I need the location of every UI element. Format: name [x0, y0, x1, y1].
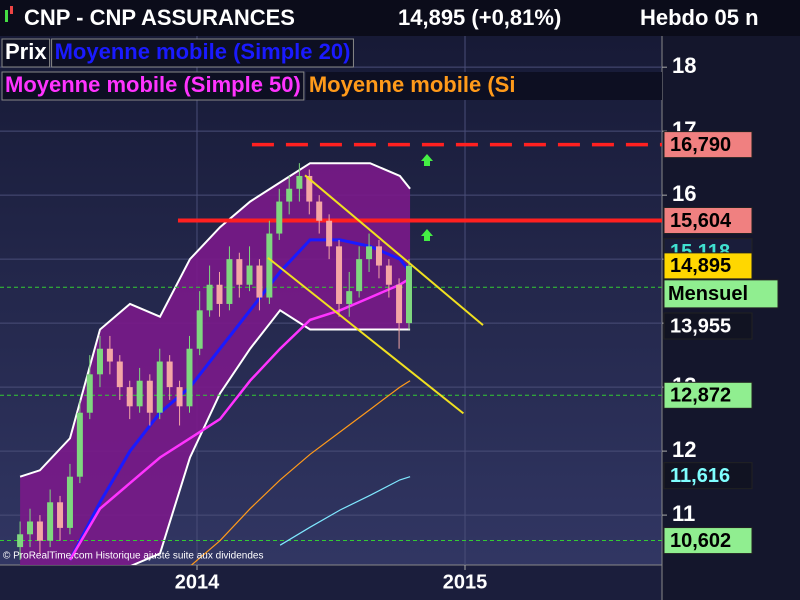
- candle-body: [76, 412, 83, 477]
- candle-body: [86, 374, 93, 413]
- price-label-box: [663, 131, 753, 159]
- candle-body: [346, 291, 353, 304]
- candle-body: [126, 387, 133, 407]
- candle-body: [306, 175, 313, 202]
- price-label: 11,616: [670, 465, 730, 487]
- moving-average: [68, 238, 412, 561]
- y-tick-label: 16: [672, 181, 696, 206]
- moving-average: [190, 380, 411, 565]
- x-tick-label: 2014: [175, 571, 220, 593]
- candle-body: [246, 265, 253, 285]
- candle-body: [236, 259, 243, 285]
- price-label-box: [663, 527, 753, 555]
- y-tick-label: 18: [672, 53, 696, 78]
- price-label: 14,895: [670, 255, 731, 277]
- arrows: [421, 154, 433, 241]
- price-label-box: [663, 312, 753, 340]
- candle-body: [186, 348, 193, 407]
- period-label: Mensuel: [668, 283, 748, 305]
- price-label: 10,602: [670, 530, 731, 552]
- price-label: 16,790: [670, 134, 731, 156]
- header-bar: [0, 0, 800, 36]
- candle-body: [116, 361, 123, 388]
- candle-body: [396, 284, 403, 324]
- price-label: 13,955: [670, 315, 731, 337]
- price-label-box: [663, 381, 753, 409]
- candle-body: [216, 284, 223, 304]
- candle-body: [266, 233, 273, 298]
- legend-entry: Prix: [5, 39, 47, 64]
- price-label-box: [663, 252, 753, 280]
- candle-body: [66, 476, 73, 528]
- legend-box: [1, 38, 51, 68]
- moving-average: [279, 476, 411, 546]
- candle-body: [156, 361, 163, 413]
- candle-body: [36, 521, 43, 541]
- icon: [10, 6, 13, 14]
- band-edge: [130, 308, 411, 565]
- candle-body: [316, 201, 323, 221]
- price-label-box: [663, 206, 753, 234]
- candle-body: [196, 310, 203, 349]
- arrow-up: [421, 154, 433, 166]
- footer: © ProRealTime.com Historique ajusté suit…: [3, 551, 263, 562]
- band-fill: [20, 163, 411, 565]
- candle-body: [57, 502, 64, 528]
- candle-body: [375, 246, 382, 266]
- legend-entry: Moyenne mobile (Simple 20): [55, 39, 351, 64]
- candle-body: [146, 380, 153, 413]
- period: Hebdo 05 n: [640, 5, 759, 30]
- period-label-box: [663, 279, 779, 309]
- legend-entry: Moyenne mobile (Simple 50): [5, 72, 301, 97]
- legend-box: [51, 38, 354, 68]
- price-change: 14,895 (+0,81%): [398, 5, 561, 30]
- legend-entry: Moyenne mobile (Si: [309, 72, 516, 97]
- arrow-up: [421, 229, 433, 241]
- candle-body: [296, 175, 303, 189]
- price-label: 15,604: [670, 210, 732, 232]
- candle-body: [336, 246, 343, 304]
- y-tick-label: 12: [672, 437, 696, 462]
- moving-average: [68, 277, 411, 561]
- candle-body: [256, 265, 263, 298]
- price-label-box: [663, 462, 753, 490]
- candle-body: [166, 361, 173, 388]
- x-tick-label: 2015: [443, 571, 488, 593]
- price-labels: 15,11816,79015,60413,95514,895Mensuel12,…: [663, 131, 779, 555]
- candle-body: [286, 188, 293, 202]
- candle-body: [27, 521, 34, 535]
- candle-body: [366, 246, 373, 260]
- candle-body: [276, 201, 283, 234]
- trend-line: [304, 174, 484, 326]
- candle-body: [176, 387, 183, 407]
- legend-clipped: Moyenne mobile (Si: [305, 72, 662, 100]
- candle-body: [17, 534, 24, 548]
- header: CNP - CNP ASSURANCES 14,895 (+0,81%) Heb…: [24, 5, 759, 30]
- time-axis-panel: [0, 565, 662, 600]
- chart-title: CNP - CNP ASSURANCES: [24, 5, 295, 30]
- trend-line: [267, 257, 465, 415]
- candle-body: [405, 265, 412, 324]
- legend: Prix Moyenne mobile (Simple 20) Moyenne mo…: [1, 38, 662, 101]
- plot-area: [0, 142, 662, 565]
- candle-body: [136, 380, 143, 407]
- price-label: 12,872: [670, 385, 731, 407]
- candle-body: [226, 259, 233, 304]
- icon: [5, 10, 8, 22]
- y-tick-label: 11: [672, 501, 695, 526]
- candle-body: [106, 348, 113, 362]
- legend-box: [305, 72, 662, 100]
- candle-body: [96, 348, 103, 375]
- candle-body: [47, 502, 54, 541]
- candle-body: [356, 259, 363, 292]
- candle-body: [206, 284, 213, 311]
- candle-body: [385, 265, 392, 285]
- candle-body: [326, 220, 333, 247]
- legend-box: [1, 71, 305, 101]
